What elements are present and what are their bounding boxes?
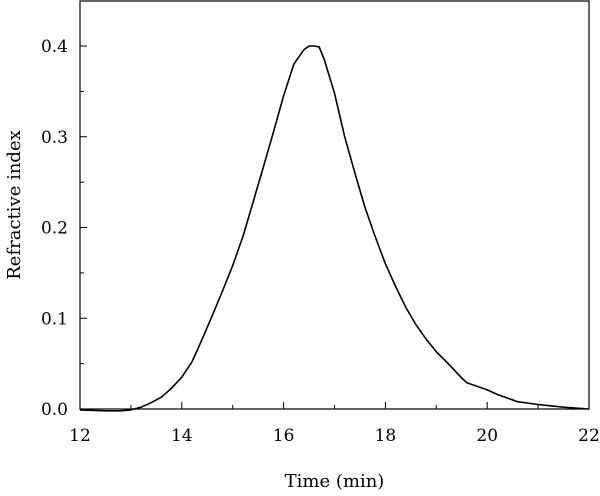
x-axis-label: Time (min) [285,471,385,492]
x-tick-label: 20 [476,426,498,446]
plot-frame [79,0,590,410]
y-axis-label: Refractive index [4,130,25,280]
x-tick-label: 18 [375,426,397,446]
x-tick-label: 22 [578,426,600,446]
y-tick-label: 0.4 [41,37,68,57]
y-tick-label: 0.3 [41,128,68,148]
y-tick-label: 0.0 [41,400,68,420]
x-tick-label: 12 [69,426,91,446]
x-axis-ticks: 12 14 16 18 20 22 [69,402,600,446]
y-axis-ticks: 0.0 0.1 0.2 0.3 0.4 [41,37,87,420]
x-tick-label: 16 [273,426,295,446]
y-tick-label: 0.2 [41,219,68,239]
x-tick-label: 14 [171,426,193,446]
y-tick-label: 0.1 [41,309,68,329]
refractive-index-curve [79,45,590,412]
